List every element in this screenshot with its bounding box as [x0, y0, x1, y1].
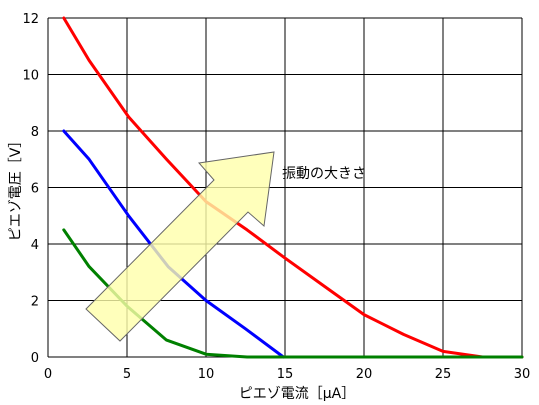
gridlines — [47, 17, 523, 358]
x-tick-label: 30 — [514, 367, 531, 382]
annotation-group: 振動の大きさ — [85, 151, 366, 342]
y-tick-label: 4 — [31, 238, 39, 253]
x-tick-label: 10 — [198, 367, 215, 382]
x-tick-label: 20 — [356, 367, 373, 382]
y-tick-label: 0 — [31, 351, 39, 366]
y-tick-label: 12 — [22, 12, 39, 27]
x-tick-label: 15 — [277, 367, 294, 382]
annotation-text: 振動の大きさ — [282, 166, 366, 182]
y-tick-label: 6 — [31, 182, 39, 197]
y-tick-label: 10 — [22, 69, 39, 84]
y-tick-labels: 0 2 4 6 8 10 12 — [22, 12, 39, 366]
x-tick-label: 0 — [44, 367, 52, 382]
x-tick-label: 5 — [123, 367, 131, 382]
y-tick-label: 2 — [31, 295, 39, 310]
y-tick-label: 8 — [31, 125, 39, 140]
y-axis-label: ピエゾ電圧［V］ — [8, 134, 24, 242]
x-axis-label: ピエゾ電流［μA］ — [239, 386, 355, 402]
series-line-1 — [62, 16, 524, 359]
x-tick-labels: 0 5 10 15 20 25 30 — [44, 367, 530, 382]
x-tick-label: 25 — [435, 367, 452, 382]
arrow-icon — [85, 151, 275, 342]
